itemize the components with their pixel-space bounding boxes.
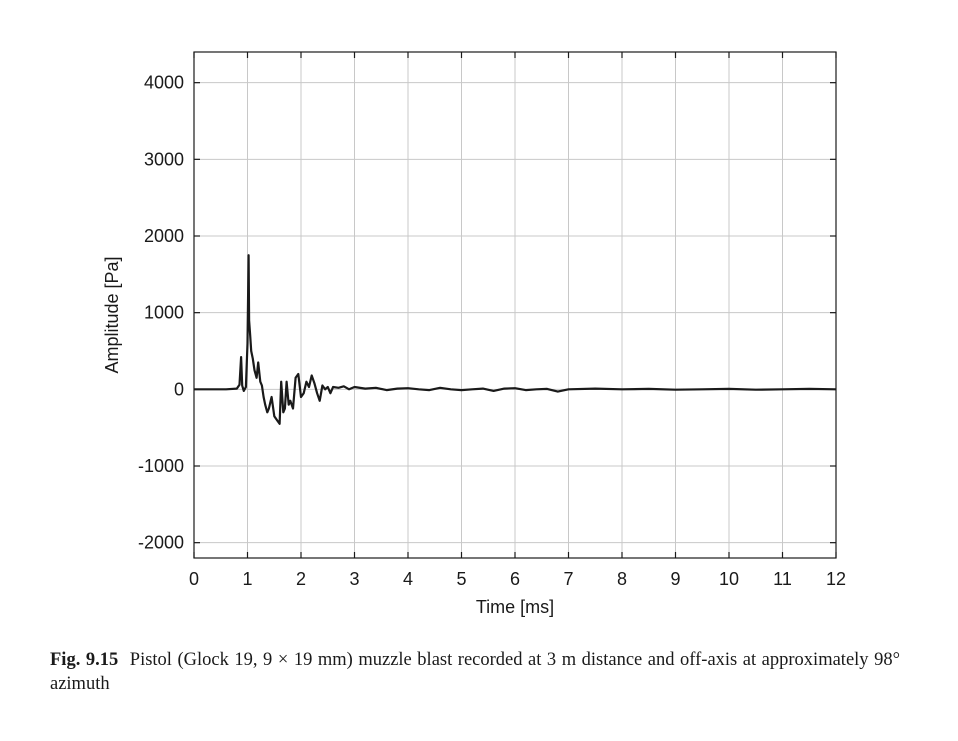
y-tick-label: 2000 [144, 226, 184, 246]
x-tick-label: 0 [189, 569, 199, 589]
x-tick-label: 11 [773, 569, 792, 589]
caption-text: Pistol (Glock 19, 9 × 19 mm) muzzle blas… [50, 650, 900, 694]
axis-ticks [193, 52, 837, 558]
x-tick-label: 4 [403, 569, 413, 589]
series-layer [194, 254, 837, 425]
x-tick-label: 5 [456, 569, 466, 589]
x-tick-label: 12 [826, 569, 846, 589]
y-axis-label: Amplitude [Pa] [102, 256, 122, 373]
x-tick-label: 1 [242, 569, 252, 589]
y-tick-label: -1000 [138, 456, 184, 476]
x-tick-label: 6 [510, 569, 520, 589]
figure-caption: Fig. 9.15 Pistol (Glock 19, 9 × 19 mm) m… [50, 648, 900, 696]
y-tick-label: 0 [174, 379, 184, 399]
x-axis-label: Time [ms] [476, 597, 554, 617]
chart-figure: 0 1 2 3 4 5 6 7 8 9 10 11 12 -2000-10000100020003000… [102, 51, 846, 617]
y-tick-label: 4000 [144, 73, 184, 93]
figure-number: Fig. 9.15 [50, 650, 119, 670]
x-tick-label: 3 [349, 569, 359, 589]
y-tick-label: -2000 [138, 533, 184, 553]
x-tick-label: 9 [670, 569, 680, 589]
x-tick-label: 2 [296, 569, 306, 589]
grid-lines [193, 52, 837, 558]
x-tick-label: 10 [719, 569, 739, 589]
x-tick-label: 8 [617, 569, 627, 589]
x-tick-label: 7 [563, 569, 573, 589]
series-line [194, 254, 837, 425]
y-tick-label: 3000 [144, 149, 184, 169]
y-tick-labels: -2000 -1000 0 1000 2000 3000 4000 [138, 73, 184, 553]
x-tick-labels: 0 1 2 3 4 5 6 7 8 9 10 11 12 [189, 569, 846, 589]
y-tick-label: 1000 [144, 303, 184, 323]
